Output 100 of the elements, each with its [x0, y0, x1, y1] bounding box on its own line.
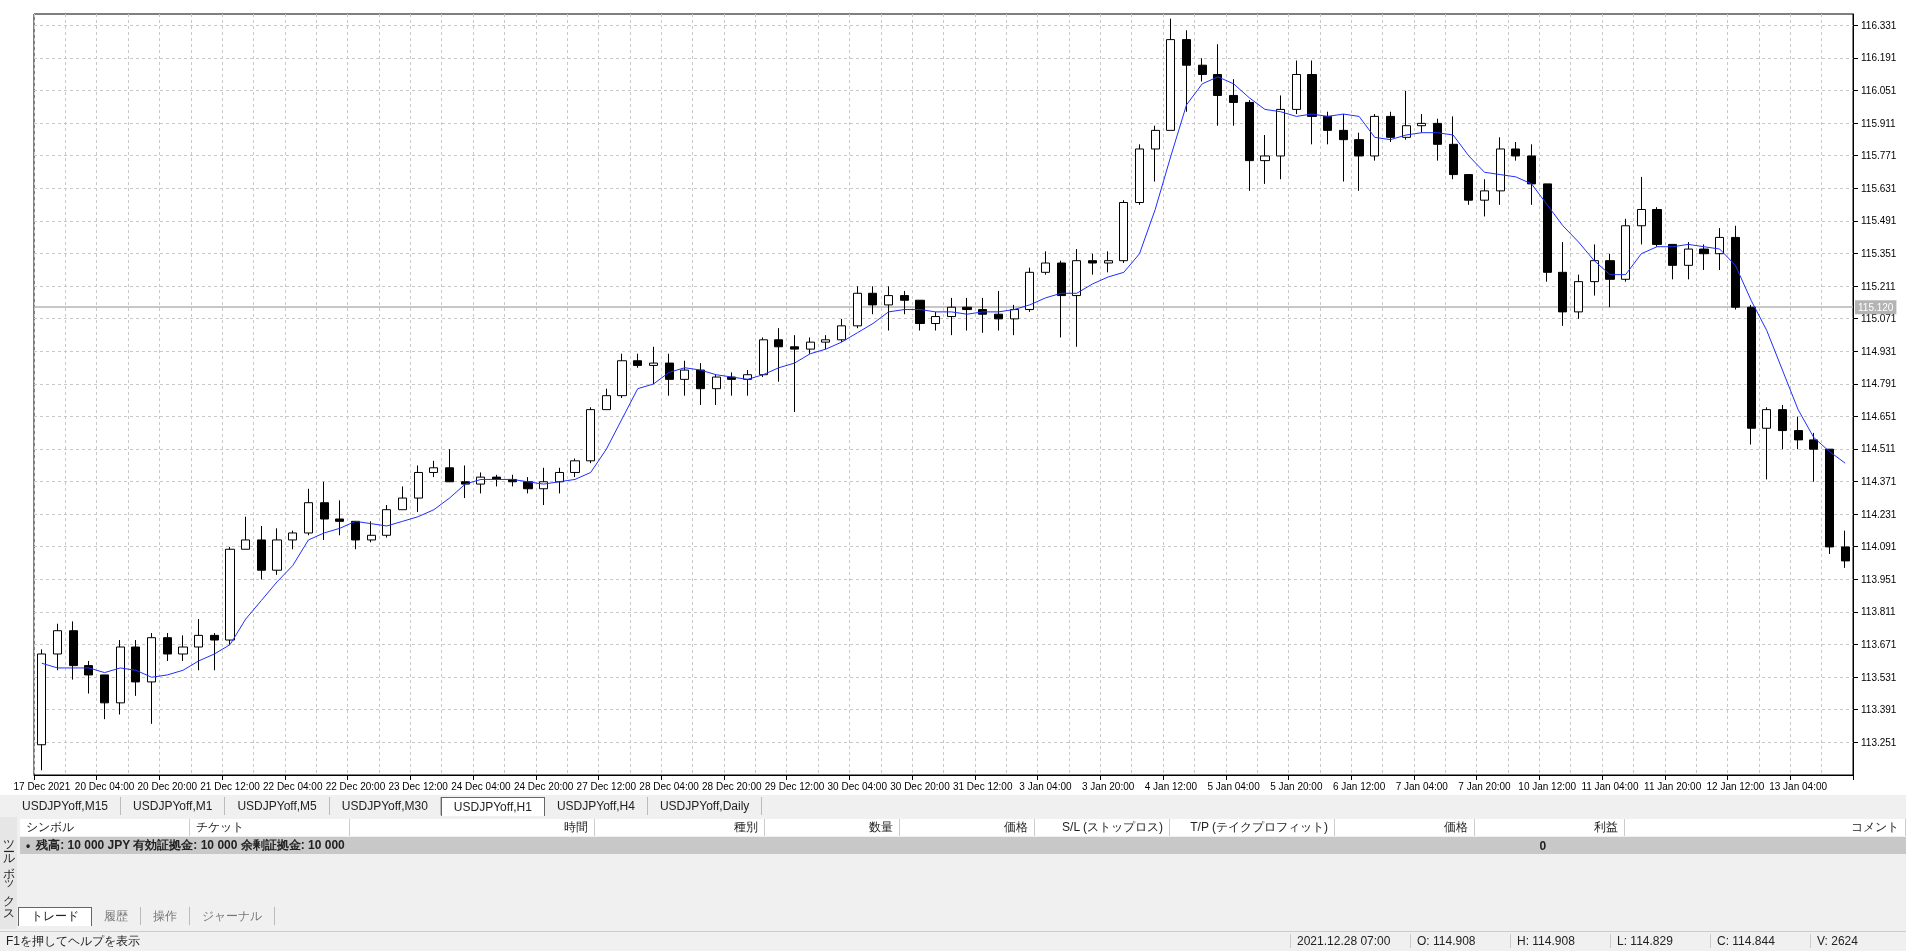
candlestick — [178, 634, 188, 662]
candlestick — [147, 632, 156, 725]
candlestick — [821, 334, 830, 350]
x-tick-label: 20 Dec 04:00 — [74, 780, 135, 792]
candlestick — [1057, 260, 1066, 338]
candlestick — [1809, 432, 1818, 483]
candlestick — [304, 488, 313, 536]
y-tick-label: 116.331 — [1861, 19, 1897, 31]
x-tick-label: 31 Dec 12:00 — [952, 780, 1013, 792]
candlestick — [429, 460, 438, 478]
text: H: 114.908 — [1510, 934, 1610, 948]
candlestick — [1747, 304, 1756, 446]
y-tick-label: 113.531 — [1861, 671, 1897, 683]
candlestick — [1010, 304, 1019, 336]
text: USDJPYoff,M1 — [121, 797, 226, 815]
candlestick — [633, 353, 642, 369]
y-tick-label: 114.511 — [1861, 443, 1897, 455]
x-tick-label: 7 Jan 20:00 — [1458, 780, 1512, 792]
text: 操作 — [141, 907, 190, 925]
candlestick — [1731, 225, 1740, 311]
ref-line-label: 115.120 — [1858, 301, 1894, 313]
line-series — [41, 76, 1846, 678]
candlestick — [37, 648, 46, 771]
y-tick-label: 114.371 — [1861, 476, 1897, 488]
candlestick — [680, 360, 689, 397]
candlestick — [523, 476, 533, 494]
candlestick — [100, 674, 109, 720]
x-tick-label: 11 Jan 20:00 — [1644, 780, 1702, 792]
text: USDJPYoff,M30 — [329, 797, 441, 815]
text: ジャーナル — [190, 907, 275, 925]
candlestick — [445, 448, 454, 483]
candlestick — [1041, 250, 1050, 276]
text: 価格 — [1335, 819, 1475, 836]
y-tick-label: 115.491 — [1861, 215, 1897, 227]
candlestick — [1151, 125, 1160, 183]
x-tick-label: 3 Jan 04:00 — [1019, 780, 1072, 792]
candlestick — [1464, 174, 1473, 206]
text: 0 — [1538, 838, 1547, 853]
candlestick — [1370, 113, 1379, 162]
candlestick — [398, 485, 407, 511]
candlestick — [806, 336, 815, 355]
candlestick — [320, 481, 329, 541]
y-tick-label: 116.051 — [1861, 85, 1897, 97]
candlestick — [1778, 404, 1787, 450]
candlestick — [1135, 143, 1144, 206]
text: USDJPYoff,M15 — [10, 797, 122, 815]
candlestick — [225, 546, 235, 646]
candlestick — [696, 362, 705, 406]
candlestick — [1402, 90, 1411, 141]
text: 時間 — [350, 819, 595, 836]
text: 2021.12.28 07:00 — [1290, 934, 1410, 948]
x-tick-label: 3 Jan 20:00 — [1082, 780, 1135, 792]
text: 履歴 — [92, 907, 141, 925]
y-tick-label: 113.951 — [1861, 573, 1897, 585]
y-tick-label: 114.091 — [1861, 541, 1897, 553]
candlestick — [116, 639, 125, 715]
y-tick-label: 115.631 — [1861, 182, 1897, 194]
candlestick — [241, 516, 250, 550]
text: 種別 — [595, 819, 765, 836]
candlestick — [962, 297, 972, 331]
candlestick — [649, 346, 658, 385]
candlestick — [1637, 176, 1646, 245]
x-tick-label: 5 Jan 04:00 — [1207, 780, 1261, 792]
candlestick — [1276, 94, 1285, 180]
x-tick-label: 4 Jan 12:00 — [1144, 780, 1198, 792]
candlestick — [1245, 99, 1254, 192]
candlestick — [1699, 243, 1709, 271]
candlestick — [837, 318, 846, 343]
x-tick-label: 17 Dec 2021 — [13, 780, 71, 792]
x-tick-label: 11 Jan 04:00 — [1581, 780, 1639, 792]
y-tick-label: 115.771 — [1861, 150, 1897, 162]
y-tick-label: 113.671 — [1861, 638, 1897, 650]
x-tick-label: 7 Jan 04:00 — [1395, 780, 1449, 792]
candlestick — [163, 632, 172, 662]
text: コメント — [1625, 819, 1906, 836]
x-tick-label: 29 Dec 12:00 — [764, 780, 825, 792]
candlestick — [1229, 78, 1238, 127]
text: 価格 — [900, 819, 1035, 836]
candlestick — [1794, 416, 1803, 450]
candlestick — [1119, 199, 1128, 264]
text: T/P (テイクプロフィット) — [1170, 819, 1335, 836]
candlestick — [1496, 136, 1505, 206]
y-tick-label: 115.911 — [1861, 117, 1897, 129]
y-tick-label: 114.231 — [1861, 508, 1897, 520]
x-tick-label: 13 Jan 04:00 — [1769, 780, 1828, 792]
candlestick — [272, 527, 282, 576]
y-tick-label: 113.251 — [1861, 736, 1897, 748]
candlestick — [1558, 241, 1567, 327]
y-tick-label: 116.191 — [1861, 52, 1897, 64]
candlestick — [210, 632, 219, 671]
text: C: 114.844 — [1710, 934, 1810, 948]
x-tick-label: 22 Dec 20:00 — [325, 780, 386, 792]
candlestick — [1621, 218, 1630, 283]
candlestick — [382, 504, 391, 539]
candlestick — [257, 525, 266, 581]
x-tick-label: 22 Dec 04:00 — [262, 780, 323, 792]
x-tick-label: 24 Dec 04:00 — [451, 780, 512, 792]
candlestick — [1449, 115, 1458, 180]
candlestick — [1605, 253, 1615, 308]
x-tick-label: 24 Dec 20:00 — [513, 780, 574, 792]
